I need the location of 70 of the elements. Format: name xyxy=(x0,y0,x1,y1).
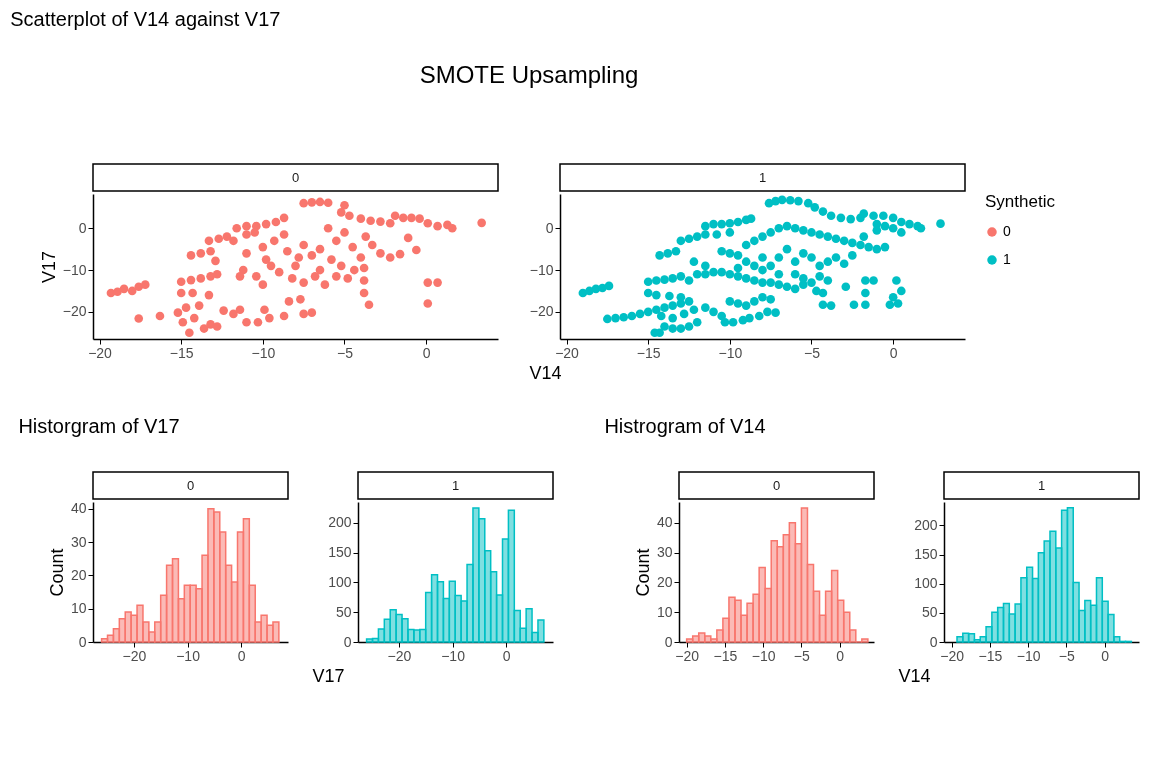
y-tick-label: 0 xyxy=(78,219,87,236)
legend-label: 1 xyxy=(1003,251,1011,267)
y-tick-label: 200 xyxy=(914,516,938,533)
y-axis-title: V17 xyxy=(38,250,59,284)
legend-label: 0 xyxy=(1003,223,1011,239)
x-tick-label: −10 xyxy=(441,647,466,664)
y-tick-label: 0 xyxy=(78,633,87,650)
chart-title: SMOTE Upsampling xyxy=(419,61,639,88)
x-tick-label: −20 xyxy=(122,647,147,664)
x-tick-label: 0 xyxy=(502,647,511,664)
x-tick-label: −10 xyxy=(176,647,201,664)
text: 1 xyxy=(451,478,460,493)
chart-title: Histrogram of V14 xyxy=(604,415,766,438)
y-tick-label: −10 xyxy=(529,261,554,278)
x-tick-label: 0 xyxy=(889,344,898,361)
x-tick-label: −20 xyxy=(940,647,965,664)
x-axis-title: V14 xyxy=(529,362,562,383)
x-axis-title: V17 xyxy=(312,665,345,686)
y-tick-label: 0 xyxy=(343,633,352,650)
x-tick-label: −15 xyxy=(169,344,194,361)
x-tick-label: −5 xyxy=(1058,647,1076,664)
y-tick-label: 0 xyxy=(929,633,938,650)
x-tick-label: −20 xyxy=(675,647,700,664)
y-tick-label: 50 xyxy=(921,604,938,621)
x-tick-label: −10 xyxy=(751,647,776,664)
y-tick-label: 200 xyxy=(328,514,352,531)
x-tick-label: −10 xyxy=(251,344,276,361)
legend-title: Synthetic xyxy=(985,192,1056,211)
y-tick-label: −10 xyxy=(62,261,87,278)
x-tick-label: −5 xyxy=(804,344,821,361)
y-tick-label: 20 xyxy=(70,566,87,583)
y-tick-label: 50 xyxy=(335,603,352,620)
x-tick-label: −10 xyxy=(718,344,743,361)
text: 1 xyxy=(758,170,767,185)
y-tick-label: 0 xyxy=(545,219,554,236)
text: 0 xyxy=(772,478,781,493)
x-tick-label: −15 xyxy=(713,647,738,664)
x-tick-label: 0 xyxy=(836,647,845,664)
y-tick-label: 40 xyxy=(656,514,673,531)
y-tick-label: 150 xyxy=(328,544,352,561)
text: 1 xyxy=(1037,478,1046,493)
x-tick-label: −15 xyxy=(636,344,661,361)
y-tick-label: 10 xyxy=(656,603,673,620)
x-tick-label: −5 xyxy=(793,647,811,664)
x-tick-label: −5 xyxy=(337,344,354,361)
y-tick-label: 150 xyxy=(914,546,938,562)
x-tick-label: −10 xyxy=(1016,647,1041,664)
x-tick-label: −15 xyxy=(978,647,1003,664)
y-tick-label: 100 xyxy=(328,573,352,590)
x-tick-label: 0 xyxy=(422,344,431,361)
y-tick-label: 30 xyxy=(70,533,87,550)
y-tick-label: −20 xyxy=(529,303,554,320)
x-tick-label: −20 xyxy=(387,647,412,664)
y-tick-label: 100 xyxy=(914,575,938,592)
y-tick-label: 30 xyxy=(656,544,673,561)
text: 0 xyxy=(186,478,195,493)
text: 0 xyxy=(291,170,300,185)
x-axis-title: V14 xyxy=(898,665,931,686)
x-tick-label: −20 xyxy=(555,344,580,361)
x-tick-label: 0 xyxy=(1101,647,1110,664)
y-axis-title: Count xyxy=(46,548,67,597)
y-tick-label: −20 xyxy=(62,303,87,320)
y-tick-label: 10 xyxy=(70,600,87,617)
y-tick-label: 20 xyxy=(656,573,673,590)
y-tick-label: 40 xyxy=(70,500,87,517)
chart-title: Historgram of V17 xyxy=(18,415,180,438)
y-tick-label: 0 xyxy=(664,633,673,650)
x-tick-label: 0 xyxy=(237,647,246,664)
chart-subtitle: Scatterplot of V14 against V17 xyxy=(10,8,281,30)
y-axis-title: Count xyxy=(632,548,653,597)
